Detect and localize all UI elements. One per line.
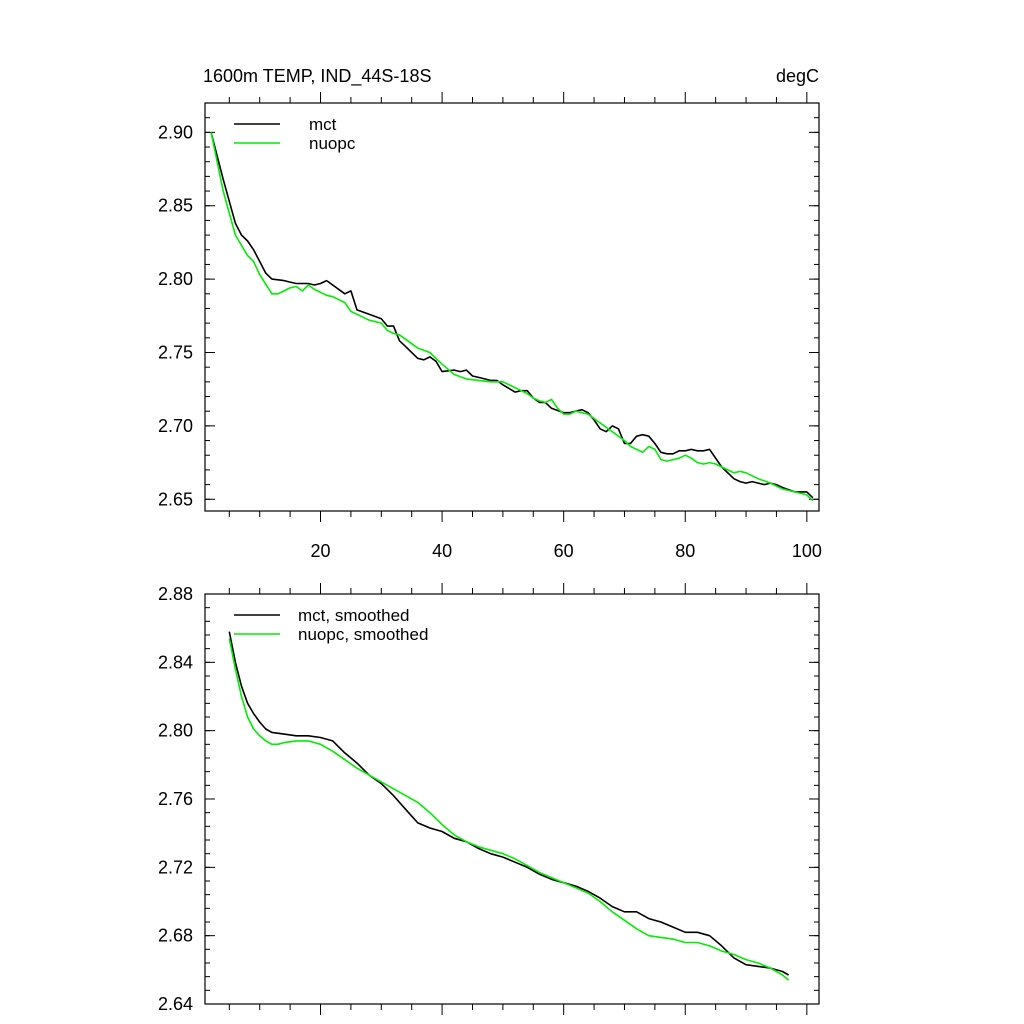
top-y-tick-label: 2.65 — [158, 489, 193, 509]
top-axis-ticks — [205, 92, 819, 522]
bottom-y-tick-label: 2.64 — [158, 994, 193, 1014]
top-x-tick-labels: 20 40 60 80 100 — [310, 541, 821, 561]
bottom-y-tick-label: 2.88 — [158, 584, 193, 604]
top-series-line-mct — [210, 132, 814, 499]
bottom-plot-frame — [204, 593, 820, 1005]
top-y-tick-label: 2.80 — [158, 269, 193, 289]
top-y-tick-label: 2.85 — [158, 196, 193, 216]
top-y-tick-label: 2.75 — [158, 342, 193, 362]
top-units-label: degC — [776, 66, 819, 86]
top-x-tick-label: 60 — [554, 541, 574, 561]
top-x-tick-label: 20 — [310, 541, 330, 561]
top-y-tick-labels: 2.65 2.70 2.75 2.80 2.85 2.90 — [158, 122, 193, 509]
top-series-lines — [210, 132, 814, 502]
bottom-y-tick-label: 2.72 — [158, 857, 193, 877]
legend-mct-smoothed-label: mct, smoothed — [298, 606, 410, 625]
bottom-axis-ticks — [205, 583, 819, 1015]
bottom-series-lines — [228, 631, 790, 981]
top-panel: 1600m TEMP, IND_44S-18S degC 2.65 2.70 2.7… — [158, 66, 822, 561]
bottom-y-tick-label: 2.80 — [158, 721, 193, 741]
legend-nuopc-smoothed-label: nuopc, smoothed — [298, 625, 428, 644]
bottom-series-line-mct — [228, 631, 789, 976]
bottom-legend: mct, smoothed nuopc, smoothed — [234, 606, 428, 644]
top-legend: mct nuopc — [234, 115, 356, 153]
top-x-tick-label: 100 — [792, 541, 822, 561]
top-series-line-nuopc — [210, 132, 814, 502]
top-x-tick-label: 80 — [675, 541, 695, 561]
bottom-series-line-nuopc — [228, 638, 790, 981]
top-y-tick-label: 2.90 — [158, 122, 193, 142]
top-y-tick-label: 2.70 — [158, 416, 193, 436]
bottom-y-tick-label: 2.84 — [158, 652, 193, 672]
top-plot-frame — [204, 102, 820, 512]
bottom-y-tick-labels: 2.64 2.68 2.72 2.76 2.80 2.84 2.88 — [158, 584, 193, 1014]
legend-mct-label: mct — [309, 115, 337, 134]
bottom-y-tick-label: 2.68 — [158, 926, 193, 946]
bottom-y-tick-label: 2.76 — [158, 789, 193, 809]
bottom-panel: 2.64 2.68 2.72 2.76 2.80 2.84 2.88 mct, smooth… — [158, 583, 820, 1015]
top-x-tick-label: 40 — [432, 541, 452, 561]
top-chart-title: 1600m TEMP, IND_44S-18S — [203, 66, 431, 87]
legend-nuopc-label: nuopc — [309, 134, 356, 153]
